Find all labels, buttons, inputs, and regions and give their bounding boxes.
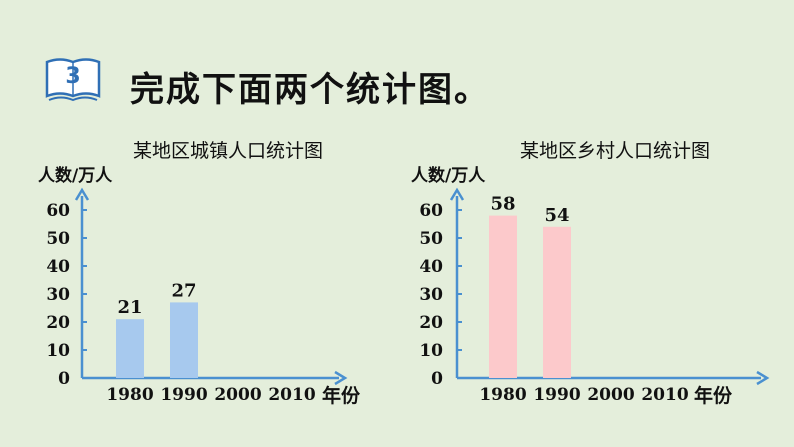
y-tick-label: 40 bbox=[419, 257, 443, 277]
x-tick-label: 1980 bbox=[106, 385, 153, 405]
x-tick-label: 1980 bbox=[479, 385, 526, 405]
y-axis-arrow bbox=[74, 187, 90, 201]
x-axis-label: 年份 bbox=[322, 384, 361, 407]
y-tick-label: 20 bbox=[46, 313, 70, 333]
y-axis-arrow bbox=[449, 187, 465, 201]
problem-number-badge: 3 bbox=[44, 56, 102, 102]
problem-number: 3 bbox=[65, 64, 81, 89]
y-tick-label: 60 bbox=[46, 201, 70, 221]
x-tick-label: 2010 bbox=[641, 385, 688, 405]
y-tick-label: 10 bbox=[419, 341, 443, 361]
book-icon bbox=[45, 58, 101, 102]
y-tick-label: 20 bbox=[419, 313, 443, 333]
y-tick-label: 50 bbox=[419, 229, 443, 249]
y-axis-label: 人数/万人 bbox=[411, 165, 486, 186]
bar bbox=[170, 302, 198, 378]
data-label: 58 bbox=[490, 194, 515, 215]
y-tick-label: 40 bbox=[46, 257, 70, 277]
x-axis-arrow bbox=[334, 370, 348, 386]
y-tick-label: 10 bbox=[46, 341, 70, 361]
chart-title: 某地区乡村人口统计图 bbox=[520, 140, 710, 162]
bar bbox=[116, 319, 144, 378]
bar bbox=[489, 215, 517, 378]
y-tick-label: 0 bbox=[58, 369, 70, 389]
y-tick-label: 60 bbox=[419, 201, 443, 221]
x-tick-label: 1990 bbox=[160, 385, 207, 405]
y-tick-label: 30 bbox=[419, 285, 443, 305]
bar bbox=[543, 226, 571, 378]
x-tick-label: 2000 bbox=[587, 385, 634, 405]
chart-title: 某地区城镇人口统计图 bbox=[133, 140, 323, 162]
y-tick-label: 30 bbox=[46, 285, 70, 305]
data-label: 27 bbox=[171, 280, 196, 301]
x-axis-label: 年份 bbox=[694, 384, 733, 407]
x-tick-label: 1990 bbox=[533, 385, 580, 405]
x-tick-label: 2010 bbox=[268, 385, 315, 405]
y-axis-label: 人数/万人 bbox=[38, 165, 113, 186]
data-label: 21 bbox=[117, 297, 142, 318]
x-tick-label: 2000 bbox=[214, 385, 261, 405]
y-tick-label: 0 bbox=[431, 369, 443, 389]
x-axis-arrow bbox=[756, 370, 770, 386]
data-label: 54 bbox=[544, 205, 569, 226]
y-tick-label: 50 bbox=[46, 229, 70, 249]
problem-instruction: 完成下面两个统计图。 bbox=[130, 70, 490, 110]
